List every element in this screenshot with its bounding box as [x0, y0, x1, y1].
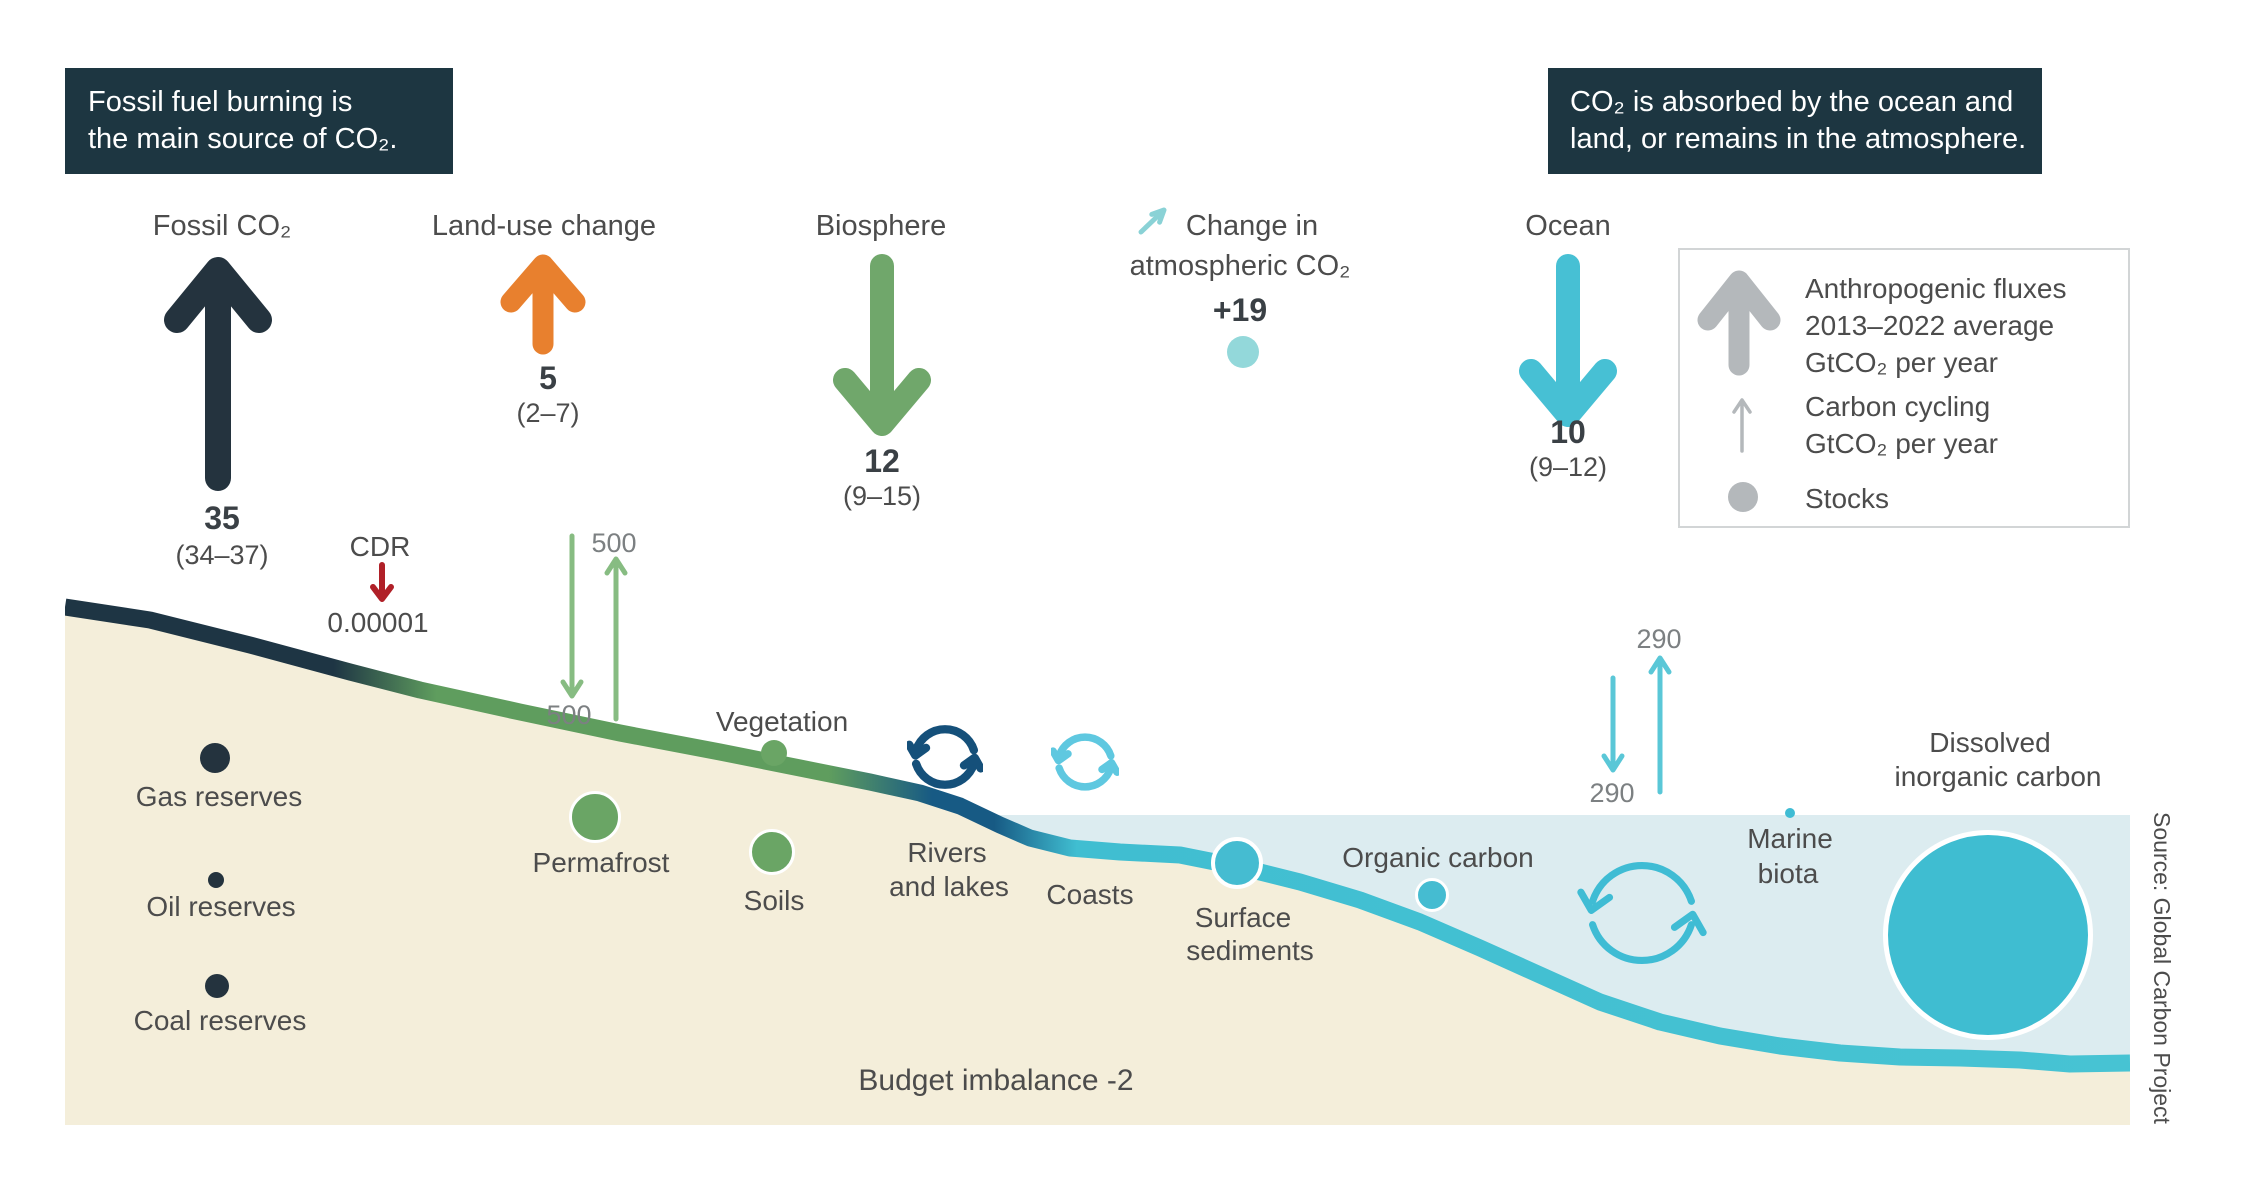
biosphere-down-arrow-icon: [833, 254, 931, 436]
land-cycling-bottom-value: 500: [546, 700, 592, 730]
ocean-label: Ocean: [1525, 210, 1611, 242]
land-cycling-down-arrow-icon: [560, 533, 584, 699]
legend-cycling-line2: GtCO₂ per year: [1805, 428, 1998, 459]
rivers-label-line2: and lakes: [889, 871, 1009, 902]
coal-reserves-dot: [205, 974, 229, 998]
callout-fossil: Fossil fuel burning is the main source o…: [65, 68, 453, 174]
soils-label: Soils: [743, 885, 805, 916]
surface-band: [65, 598, 2130, 1073]
callout-fossil-line1: Fossil fuel burning is: [88, 86, 353, 118]
legend-cycling-line1: Carbon cycling: [1805, 391, 1991, 422]
callout-fossil-line2: the main source of CO₂.: [88, 123, 398, 155]
callout-absorption-line2: land, or remains in the atmosphere.: [1570, 123, 2027, 155]
fossil-co2-label: Fossil CO₂: [152, 210, 292, 242]
dic-label-line1: Dissolved: [1929, 727, 2051, 758]
atmosphere-increase-arrow-icon: [1138, 207, 1167, 235]
cdr-label: CDR: [349, 531, 411, 562]
atmosphere-value: +19: [1212, 292, 1268, 328]
ocean-interior-cycle-icon: [1577, 861, 1707, 965]
vegetation-dot: [761, 740, 787, 766]
legend-anthropogenic-line1: Anthropogenic fluxes: [1805, 273, 2067, 304]
biosphere-value: 12: [864, 443, 900, 479]
marine-biota-label-line2: biota: [1757, 858, 1819, 889]
land-use-range: (2–7): [516, 398, 580, 428]
ocean-value: 10: [1550, 414, 1586, 450]
soils-dot: [749, 829, 795, 875]
surface-sediments-label-line2: sediments: [1186, 935, 1314, 966]
atmosphere-label-line2: atmospheric CO₂: [1129, 250, 1351, 282]
land-use-value: 5: [539, 360, 557, 396]
land-mass: [65, 607, 2130, 1125]
vegetation-label: Vegetation: [715, 706, 849, 737]
cdr-value: 0.00001: [327, 607, 429, 638]
legend-stocks-label: Stocks: [1805, 483, 1890, 514]
ocean-cycling-up-arrow-icon: [1648, 655, 1672, 795]
land-use-label: Land-use change: [431, 210, 657, 242]
dic-label-line2: inorganic carbon: [1894, 761, 2102, 792]
surface-sediments-label-line1: Surface: [1194, 902, 1292, 933]
rivers-label-line1: Rivers: [907, 837, 987, 868]
ocean-range: (9–12): [1528, 452, 1608, 482]
surface-sediments-dot: [1211, 837, 1263, 889]
rivers-cycle-icon: [907, 725, 983, 789]
oil-reserves-label: Oil reserves: [146, 891, 296, 922]
coal-reserves-label: Coal reserves: [133, 1005, 307, 1036]
fossil-co2-range: (34–37): [175, 540, 269, 570]
ocean-cycling-bottom-value: 290: [1589, 778, 1635, 808]
source-credit: Source: Global Carbon Project: [2149, 812, 2175, 1124]
biosphere-label: Biosphere: [815, 210, 947, 242]
budget-imbalance-label: Budget imbalance -2: [858, 1064, 1134, 1097]
permafrost-label: Permafrost: [532, 847, 670, 878]
dic-dot: [1883, 830, 2093, 1040]
biosphere-range: (9–15): [842, 481, 922, 511]
cdr-down-arrow-icon: [370, 562, 394, 602]
legend-cycling-text: Carbon cycling GtCO₂ per year: [1805, 388, 1998, 462]
coasts-cycle-icon: [1051, 733, 1119, 791]
organic-carbon-dot: [1415, 878, 1449, 912]
ocean-water: [980, 815, 2130, 1064]
gas-reserves-dot: [200, 743, 230, 773]
land-cycling-top-value: 500: [591, 528, 637, 558]
legend-anthropogenic-line2: 2013–2022 average: [1805, 310, 2055, 341]
gas-reserves-label: Gas reserves: [135, 781, 303, 812]
legend-anthropogenic-text: Anthropogenic fluxes 2013–2022 average G…: [1805, 270, 2067, 381]
legend-stocks-dot: [1728, 482, 1758, 512]
land-cycling-up-arrow-icon: [604, 556, 628, 722]
atmosphere-stock-dot: [1227, 336, 1259, 368]
legend-anthropogenic-arrow-icon: [1697, 270, 1781, 376]
permafrost-dot: [569, 791, 621, 843]
legend-anthropogenic-line3: GtCO₂ per year: [1805, 347, 1998, 378]
organic-carbon-label: Organic carbon: [1342, 842, 1534, 873]
fossil-co2-value: 35: [204, 500, 240, 536]
coasts-label: Coasts: [1046, 879, 1134, 910]
marine-biota-dot: [1785, 808, 1795, 818]
legend-cycling-arrow-icon: [1732, 398, 1752, 453]
callout-absorption: CO₂ is absorbed by the ocean and land, o…: [1548, 68, 2042, 174]
oil-reserves-dot: [208, 872, 224, 888]
marine-biota-label-line1: Marine: [1747, 823, 1833, 854]
ocean-cycling-top-value: 290: [1636, 624, 1682, 654]
terrain-graphic: [65, 598, 2130, 1125]
fossil-co2-up-arrow-icon: [164, 257, 272, 491]
callout-absorption-line1: CO₂ is absorbed by the ocean and: [1570, 86, 2014, 118]
ocean-down-arrow-icon: [1519, 254, 1617, 427]
ocean-cycling-down-arrow-icon: [1601, 675, 1625, 773]
atmosphere-label-line1: Change in: [1185, 210, 1319, 242]
land-use-up-arrow-icon: [500, 254, 586, 355]
